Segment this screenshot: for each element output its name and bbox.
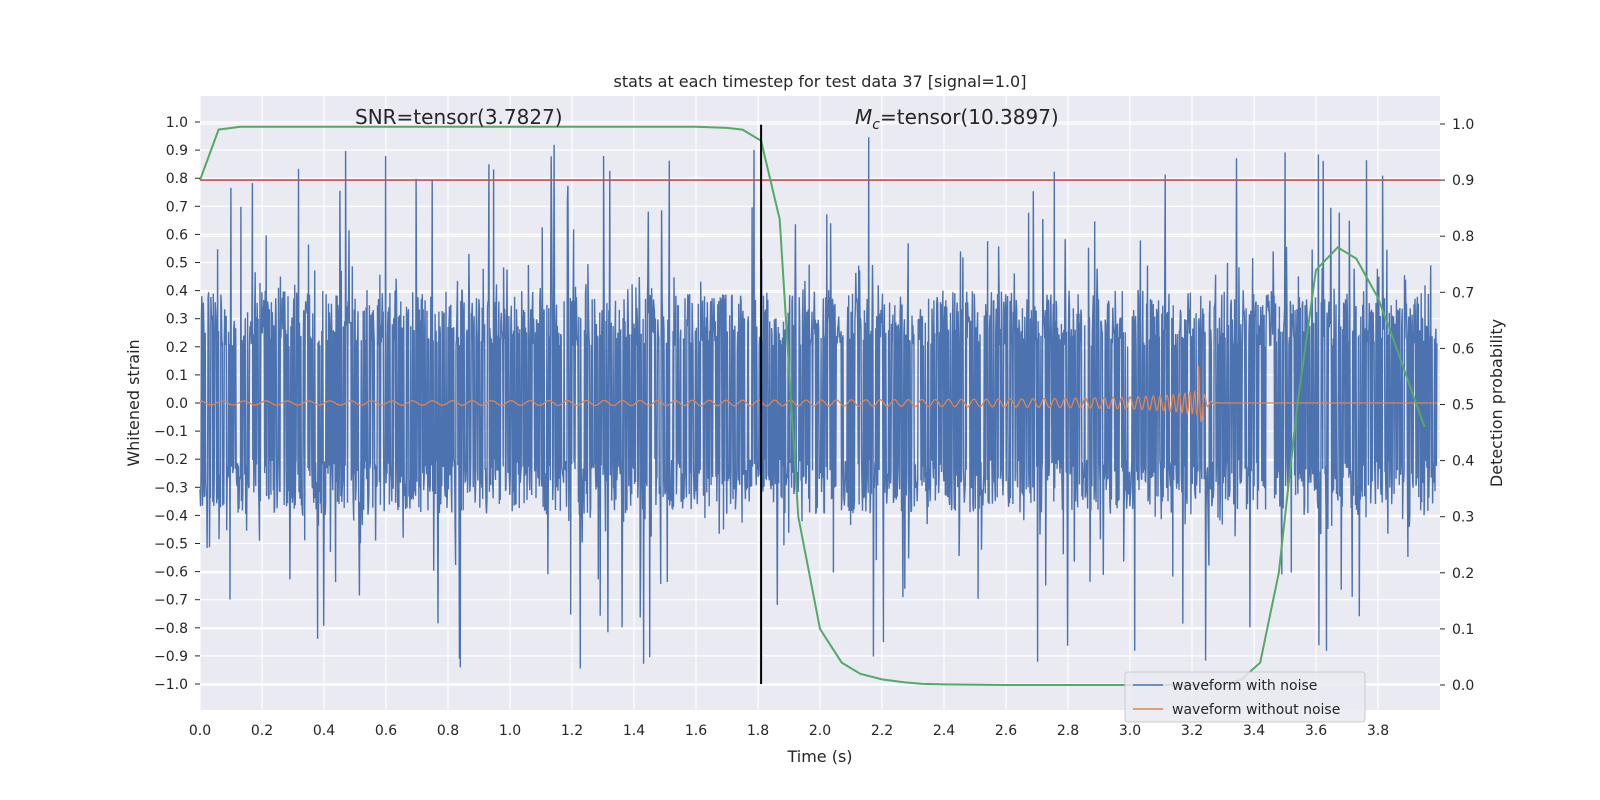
x-tick-label: 2.0 xyxy=(809,723,831,739)
x-tick-label: 3.6 xyxy=(1305,723,1327,739)
x-tick-label: 2.4 xyxy=(933,723,955,739)
y-left-tick-label: 0.9 xyxy=(166,143,188,159)
x-tick-label: 2.8 xyxy=(1057,723,1079,739)
x-tick-label: 0.4 xyxy=(313,723,335,739)
y-left-tick-label: 0.2 xyxy=(166,340,188,356)
x-tick-label: 1.6 xyxy=(685,723,707,739)
y-right-tick-label: 0.2 xyxy=(1452,566,1474,582)
y-right-tick-label: 0.8 xyxy=(1452,229,1474,245)
mc-value: =tensor(10.3897) xyxy=(880,105,1059,129)
x-tick-label: 3.8 xyxy=(1367,723,1389,739)
y-left-tick-label: 0.0 xyxy=(166,396,188,412)
mc-symbol: M xyxy=(855,105,872,129)
y-left-tick-label: −0.3 xyxy=(154,480,188,496)
y-left-tick-label: −0.6 xyxy=(154,565,188,581)
x-tick-label: 0.2 xyxy=(251,723,273,739)
y-left-tick-label: 0.3 xyxy=(166,312,188,328)
x-tick-label: 1.2 xyxy=(561,723,583,739)
y-right-tick-label: 0.7 xyxy=(1452,285,1474,301)
x-tick-label: 1.8 xyxy=(747,723,769,739)
y-left-tick-label: −1.0 xyxy=(154,677,188,693)
y-left-tick-label: 0.6 xyxy=(166,227,188,243)
x-tick-label: 2.2 xyxy=(871,723,893,739)
mc-subscript: c xyxy=(872,117,880,133)
y-left-tick-label: 0.7 xyxy=(166,199,188,215)
snr-annotation: SNR=tensor(3.7827) xyxy=(355,105,563,129)
x-tick-label: 0.6 xyxy=(375,723,397,739)
legend-label-noise: waveform with noise xyxy=(1172,678,1317,694)
x-tick-label: 1.4 xyxy=(623,723,645,739)
y-right-tick-label: 0.3 xyxy=(1452,510,1474,526)
y-left-tick-label: −0.9 xyxy=(154,649,188,665)
x-tick-label: 0.0 xyxy=(189,723,211,739)
y-left-tick-label: −0.7 xyxy=(154,593,188,609)
y-left-tick-label: −0.2 xyxy=(154,452,188,468)
y-left-tick-label: 0.1 xyxy=(166,368,188,384)
y-left-tick-label: 0.5 xyxy=(166,256,188,272)
y-right-tick-labels: 1.0 0.9 0.8 0.7 0.6 0.5 0.4 0.3 0.2 0.1 0.0 xyxy=(1440,117,1474,694)
y-left-tick-label: −0.5 xyxy=(154,537,188,553)
x-axis-label: Time (s) xyxy=(786,747,852,766)
noise-waveform-line xyxy=(199,137,1438,669)
x-tick-label: 1.0 xyxy=(499,723,521,739)
x-tick-label: 2.6 xyxy=(995,723,1017,739)
chart-title: stats at each timestep for test data 37 … xyxy=(614,72,1027,91)
series-waveform-with-noise xyxy=(199,137,1438,669)
mc-annotation: Mc=tensor(10.3897) xyxy=(855,105,1059,133)
y-right-tick-label: 0.1 xyxy=(1452,622,1474,638)
clean-waveform-line xyxy=(200,365,1437,423)
y-left-tick-label: 1.0 xyxy=(166,115,188,131)
series-waveform-without-noise xyxy=(200,365,1437,423)
legend-box xyxy=(1124,671,1366,723)
y-right-tick-label: 0.5 xyxy=(1452,398,1474,414)
y-right-tick-label: 0.0 xyxy=(1452,678,1474,694)
y-left-tick-label: −0.1 xyxy=(154,424,188,440)
y-right-tick-label: 1.0 xyxy=(1452,117,1474,133)
y-right-tick-label: 0.9 xyxy=(1452,173,1474,189)
x-tick-label: 0.8 xyxy=(437,723,459,739)
x-tick-label: 3.2 xyxy=(1181,723,1203,739)
y-axis-left-label: Whitened strain xyxy=(124,339,143,466)
series-detection-probability xyxy=(199,125,1426,686)
y-left-tick-label: 0.8 xyxy=(166,171,188,187)
y-axis-right-label: Detection probability xyxy=(1487,319,1506,487)
legend: waveform with noise waveform without noi… xyxy=(1124,671,1366,723)
y-left-tick-label: −0.4 xyxy=(154,508,188,524)
y-left-tick-label: −0.8 xyxy=(154,621,188,637)
y-right-tick-label: 0.4 xyxy=(1452,454,1474,470)
x-tick-label: 3.4 xyxy=(1243,723,1265,739)
x-tick-label: 3.0 xyxy=(1119,723,1141,739)
x-tick-labels: 0.0 0.2 0.4 0.6 0.8 1.0 1.2 1.4 1.6 1.8 2.0 2.2 2.4 2… xyxy=(189,723,1389,739)
probability-line xyxy=(199,125,1426,686)
y-left-tick-labels: 1.0 0.9 0.8 0.7 0.6 0.5 0.4 0.3 0.2 0.1 0.0 −0.1 −0.… xyxy=(154,115,200,693)
legend-label-clean: waveform without noise xyxy=(1172,702,1340,718)
y-right-tick-label: 0.6 xyxy=(1452,341,1474,357)
y-left-tick-label: 0.4 xyxy=(166,284,188,300)
